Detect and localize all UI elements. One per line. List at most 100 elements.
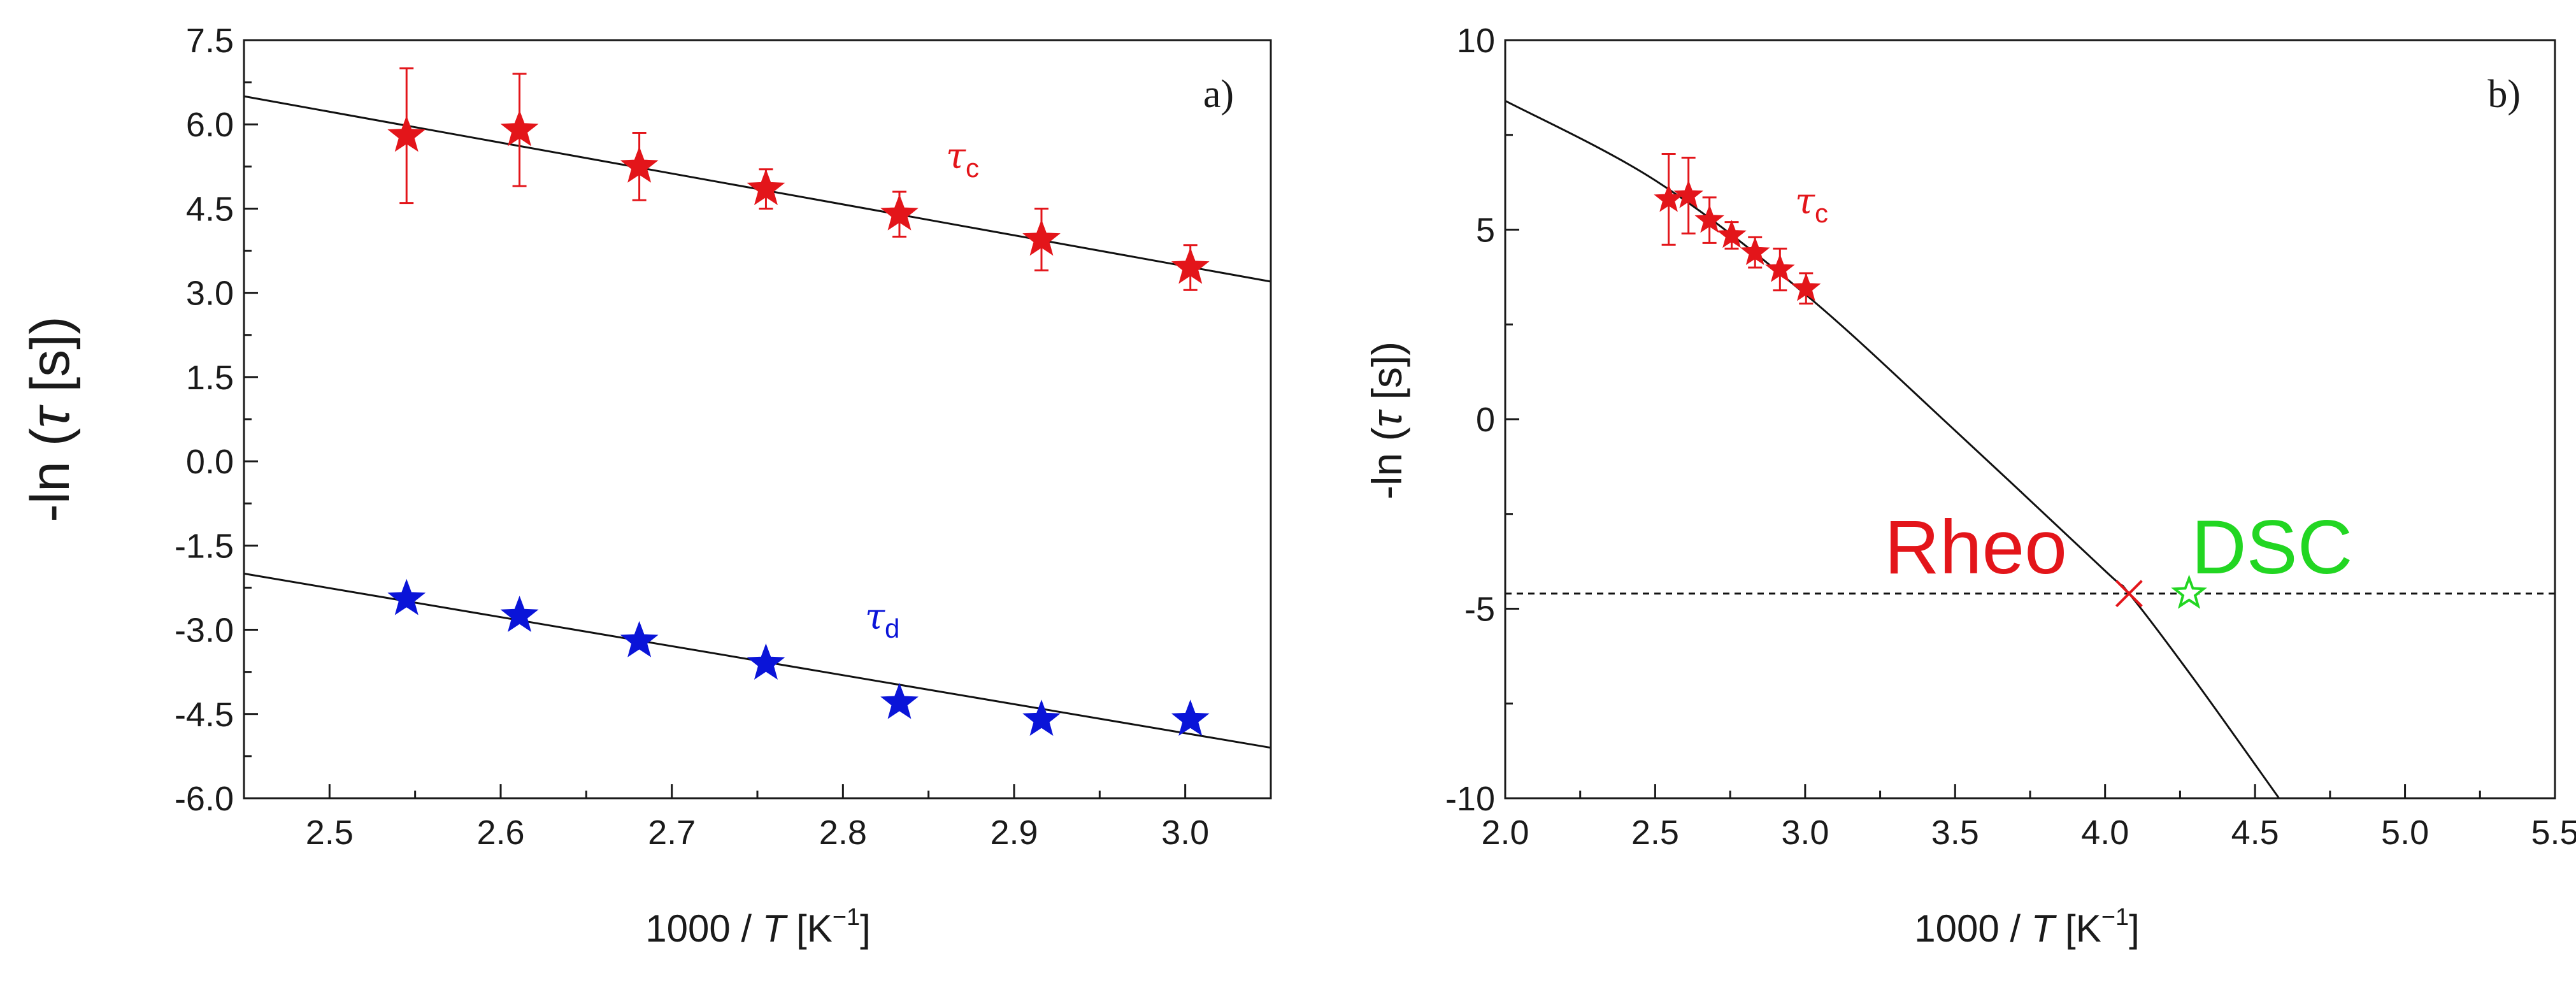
panel-b-x-tick-label: 4.5 xyxy=(2231,814,2279,852)
chart-panel-b: 2.0 2.5 3.0 3.5 4.0 4.5 5.0 5.5 -10 -5 0… xyxy=(1363,22,2576,950)
data-point-star xyxy=(1765,254,1795,282)
y-axis-title-variable: τ xyxy=(20,405,81,428)
panel-b-x-axis-title: 1000 / T [K−1] xyxy=(1914,904,2140,950)
panel-a-y-tick-label: 7.5 xyxy=(186,22,234,60)
x-axis-title-exponent: −1 xyxy=(2101,904,2129,931)
panel-b-x-tick-label: 3.0 xyxy=(1781,814,1829,852)
panel-b-y-axis-title: -ln (τ [s]) xyxy=(1363,341,1410,499)
panel-b-y-tick-label: -5 xyxy=(1464,591,1495,629)
panel-a-y-tick-labels: -6.0 -4.5 -3.0 -1.5 0.0 1.5 3.0 4.5 6.0 … xyxy=(175,22,234,818)
panel-b-x-tick-label: 5.0 xyxy=(2381,814,2429,852)
panel-b-y-tick-label: 5 xyxy=(1476,212,1495,250)
series-label-tau-d-main: τ xyxy=(865,596,885,638)
data-point-star xyxy=(500,110,539,147)
series-label-tau-d-sub: d xyxy=(885,613,899,643)
panel-b-label: b) xyxy=(2487,73,2521,116)
data-point-star xyxy=(387,115,426,152)
data-point-star xyxy=(1717,219,1747,248)
chart-panel-a: 2.5 2.6 2.7 2.8 2.9 3.0 -6.0 -4.5 -3.0 -… xyxy=(20,22,1272,950)
data-point-star xyxy=(1694,204,1724,233)
series-label-tau-c-sub: c xyxy=(1815,198,1828,228)
x-axis-title-unit-close: ] xyxy=(2129,907,2140,950)
data-point-star xyxy=(880,194,919,231)
panel-a-x-tick-label: 2.8 xyxy=(819,814,867,852)
x-axis-title-prefix: 1000 / xyxy=(645,907,762,950)
panel-a-y-tick-label: -6.0 xyxy=(175,780,234,818)
data-point-star xyxy=(1740,236,1770,265)
data-point-star xyxy=(1673,180,1703,208)
panel-b-plot-layer xyxy=(1505,99,2555,799)
series-label-tau-c-main: τ xyxy=(946,136,966,177)
data-point-star xyxy=(500,596,539,632)
panel-b-x-tick-label: 4.0 xyxy=(2081,814,2129,852)
data-point-star xyxy=(880,682,919,719)
data-point-star xyxy=(387,578,426,615)
data-point-star xyxy=(747,169,785,206)
annotation-rheo: Rheo xyxy=(1884,505,2067,590)
panel-b-x-tick-label: 2.5 xyxy=(1631,814,1679,852)
data-point-star xyxy=(620,621,659,657)
panel-b-x-tick-labels: 2.0 2.5 3.0 3.5 4.0 4.5 5.0 5.5 xyxy=(1481,814,2576,852)
panel-a-y-tick-label: 6.0 xyxy=(186,106,234,144)
panel-a-x-tick-label: 2.5 xyxy=(306,814,354,852)
panel-a-y-tick-label: 4.5 xyxy=(186,190,234,228)
dsc-marker-star xyxy=(2171,575,2207,609)
panel-a-x-tick-labels: 2.5 2.6 2.7 2.8 2.9 3.0 xyxy=(306,814,1209,852)
x-axis-title-unit-close: ] xyxy=(860,907,871,950)
x-axis-title-variable: T xyxy=(2031,907,2057,950)
x-axis-title-exponent: −1 xyxy=(833,904,860,931)
y-axis-title-variable: τ xyxy=(1363,409,1410,427)
y-axis-title-suffix: [s]) xyxy=(20,316,81,407)
x-axis-title-prefix: 1000 / xyxy=(1914,907,2031,950)
panel-a-y-tick-label: 1.5 xyxy=(186,359,234,397)
y-axis-title-prefix: -ln ( xyxy=(20,427,81,522)
series-label-tau-c-sub: c xyxy=(966,153,979,183)
series-label-tau-c: τc xyxy=(1795,181,1828,228)
data-point-star xyxy=(747,643,785,680)
rheo-marker-x xyxy=(2115,580,2143,608)
annotation-dsc: DSC xyxy=(2191,505,2352,590)
data-point-star xyxy=(620,146,659,183)
data-point-star xyxy=(1022,219,1061,256)
panel-a-x-tick-label: 2.9 xyxy=(990,814,1038,852)
panel-b-y-tick-label: 10 xyxy=(1457,22,1495,60)
panel-a-label: a) xyxy=(1203,73,1234,116)
panel-b-fit-curve xyxy=(1505,99,2280,799)
y-axis-title-suffix: [s]) xyxy=(1363,341,1410,412)
panel-a-x-tick-label: 2.6 xyxy=(476,814,524,852)
panel-a-x-axis-title: 1000 / T [K−1] xyxy=(645,904,871,950)
panel-b-y-tick-label: 0 xyxy=(1476,401,1495,439)
panel-a-ticks xyxy=(243,39,1272,800)
x-axis-title-unit: [K xyxy=(2054,907,2101,950)
panel-a-frame xyxy=(243,39,1272,800)
y-axis-title-prefix: -ln ( xyxy=(1363,427,1410,499)
panel-a-y-tick-label: -4.5 xyxy=(175,696,234,734)
x-axis-title-variable: T xyxy=(762,907,789,950)
panel-a-y-tick-label: 3.0 xyxy=(186,275,234,313)
data-point-star xyxy=(1791,273,1821,301)
panel-b-data-points xyxy=(1654,180,1821,301)
panel-b-y-tick-labels: -10 -5 0 5 10 xyxy=(1445,22,1495,818)
series-label-tau-c: τc xyxy=(946,136,979,183)
data-point-star xyxy=(1022,700,1061,736)
panel-a-y-tick-label: -1.5 xyxy=(175,527,234,565)
panel-a-y-axis-title: -ln (τ [s]) xyxy=(20,316,81,522)
panel-a-x-tick-label: 2.7 xyxy=(648,814,696,852)
panel-b-x-tick-label: 2.0 xyxy=(1481,814,1529,852)
series-label-tau-c-main: τ xyxy=(1795,181,1815,222)
data-point-star xyxy=(1171,247,1210,284)
panel-a-plot-layer xyxy=(243,67,1271,749)
data-point-star xyxy=(1171,700,1210,736)
panel-b-x-tick-label: 3.5 xyxy=(1931,814,1979,852)
panel-b-y-tick-label: -10 xyxy=(1445,780,1495,818)
panel-a-y-tick-label: -3.0 xyxy=(175,612,234,650)
panel-a-y-tick-label: 0.0 xyxy=(186,443,234,481)
x-axis-title-unit: [K xyxy=(785,907,832,950)
panel-a-x-tick-label: 3.0 xyxy=(1161,814,1209,852)
panel-b-frame xyxy=(1504,39,2556,800)
series-label-tau-d: τd xyxy=(865,596,899,643)
panel-b-special-markers xyxy=(2115,575,2207,609)
panel-a-data-points xyxy=(387,110,1210,736)
